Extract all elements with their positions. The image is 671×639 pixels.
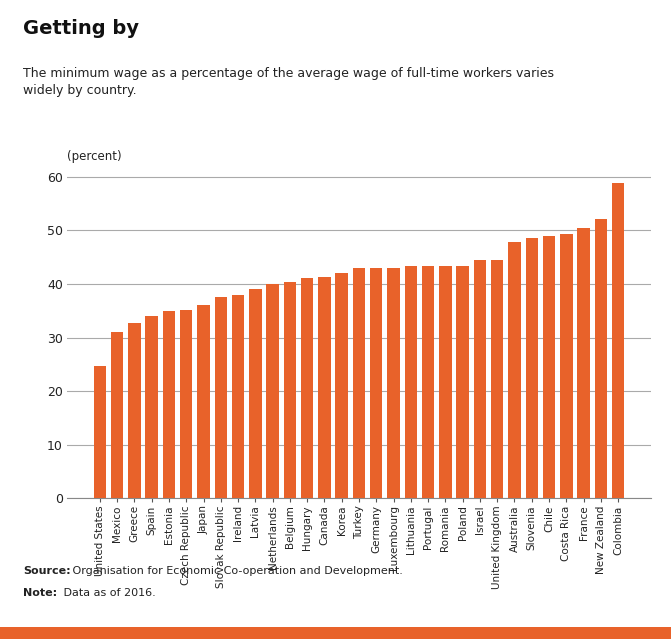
Bar [370, 268, 382, 498]
Text: Organisation for Economic Co-operation and Development.: Organisation for Economic Co-operation a… [69, 566, 403, 576]
Bar [215, 297, 227, 498]
Bar [163, 311, 175, 498]
Bar [405, 266, 417, 498]
Bar [456, 266, 469, 498]
Bar [612, 183, 624, 498]
Bar [439, 266, 452, 498]
Text: Source:: Source: [23, 566, 71, 576]
Bar [577, 227, 590, 498]
Bar [353, 268, 365, 498]
Text: The minimum wage as a percentage of the average wage of full-time workers varies: The minimum wage as a percentage of the … [23, 67, 554, 97]
Bar [543, 236, 555, 498]
Bar [180, 310, 193, 498]
Bar [146, 316, 158, 498]
Bar [525, 238, 538, 498]
Bar [232, 295, 244, 498]
Bar [284, 282, 296, 498]
Bar [266, 284, 279, 498]
Bar [318, 277, 331, 498]
Bar [94, 366, 106, 498]
Text: (percent): (percent) [67, 150, 121, 163]
Bar [387, 268, 400, 498]
Bar [301, 277, 313, 498]
Text: Getting by: Getting by [23, 19, 140, 38]
Bar [491, 261, 503, 498]
Bar [336, 273, 348, 498]
Bar [474, 261, 486, 498]
Bar [128, 323, 141, 498]
Bar [560, 235, 572, 498]
Bar [422, 266, 434, 498]
Bar [197, 305, 210, 498]
Text: Data as of 2016.: Data as of 2016. [60, 588, 156, 598]
Text: Note:: Note: [23, 588, 58, 598]
Bar [508, 242, 521, 498]
Bar [249, 289, 262, 498]
Bar [111, 332, 123, 498]
Bar [595, 219, 607, 498]
